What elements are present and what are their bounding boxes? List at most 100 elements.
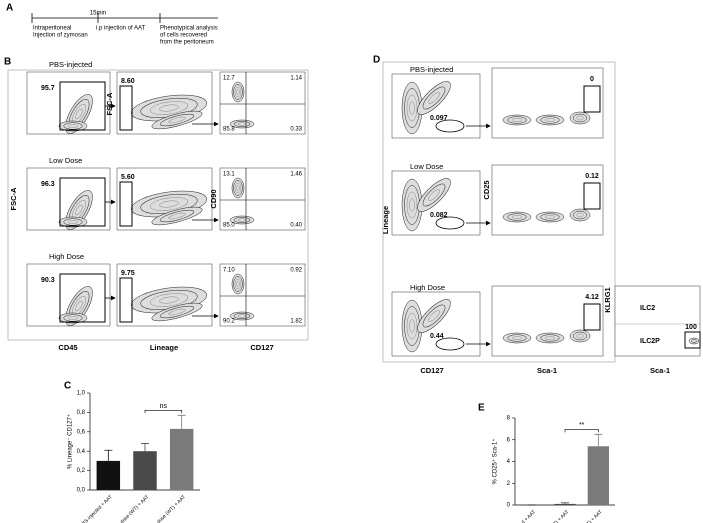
contour (502, 332, 532, 344)
contour (409, 198, 415, 212)
contour (159, 104, 179, 112)
contour (417, 81, 451, 115)
contour (573, 331, 587, 341)
label: 1.82 (290, 319, 302, 325)
contour (512, 118, 522, 122)
contour (236, 89, 240, 95)
label: 0.40 (290, 223, 302, 229)
label: 5.60 (121, 174, 135, 181)
x-tick-label: Low-dose (WT) + AAT (531, 509, 570, 523)
contour (422, 183, 446, 207)
contour (233, 217, 251, 223)
label: PBS-injected (410, 65, 453, 74)
x-tick-label: High-dose (WT) + AAT (564, 509, 604, 523)
label: Phenotypical analysis (160, 26, 218, 32)
error-bar (141, 443, 149, 452)
contour (545, 118, 555, 122)
contour (233, 180, 243, 196)
contour (63, 314, 83, 322)
contour (540, 213, 560, 221)
label: Injection of zymosan (33, 33, 88, 39)
label: 0 (590, 76, 594, 83)
label: 4.12 (585, 294, 599, 301)
gate (435, 119, 465, 133)
label: 0.92 (290, 268, 302, 274)
label: B (4, 57, 11, 68)
contour (231, 273, 245, 295)
label: Intraperitoneal (33, 26, 71, 32)
panel-frame (382, 61, 616, 363)
label: 12.7 (223, 76, 235, 82)
label: FSC-A (105, 92, 114, 115)
contour (573, 113, 587, 123)
label: 100 (685, 324, 697, 331)
contour (691, 339, 697, 343)
label: PBS-injected (49, 60, 92, 69)
gate (583, 85, 601, 113)
label: Sca-1 (537, 366, 557, 375)
bar (554, 503, 576, 505)
label: from the peritoneum (160, 40, 214, 46)
error-bar (594, 433, 603, 447)
contour (63, 218, 83, 226)
contour (406, 191, 418, 219)
gate (583, 303, 601, 331)
label: 13.1 (223, 172, 235, 178)
label: 0.12 (585, 173, 599, 180)
gate (435, 337, 465, 351)
contour (151, 110, 203, 130)
contour (576, 333, 584, 339)
contour (409, 101, 415, 115)
contour (236, 185, 240, 191)
contour (545, 336, 555, 340)
gate (435, 216, 465, 230)
significance-label: ** (579, 422, 585, 429)
y-axis-label: % CD25⁺ Sca-1⁺ (492, 438, 499, 484)
label: 0.082 (430, 212, 448, 219)
label: 1.14 (290, 76, 302, 82)
contour (168, 212, 186, 220)
contour (507, 116, 527, 124)
contour (236, 281, 240, 287)
gate (583, 182, 601, 210)
contour (428, 310, 440, 322)
label: D (373, 55, 380, 66)
contour (159, 200, 179, 208)
label: High Dose (410, 283, 445, 292)
contour (75, 300, 83, 312)
contour (422, 86, 446, 110)
label: 9.75 (121, 270, 135, 277)
error-bar (177, 414, 186, 429)
contour (75, 204, 83, 216)
contour (233, 276, 243, 292)
significance-label: ns (160, 403, 168, 410)
bar (169, 428, 194, 490)
label: of cells recovered (160, 33, 207, 39)
label: A (6, 3, 13, 14)
gate (119, 277, 133, 323)
y-tick-label: 1,0 (77, 391, 86, 397)
label: CD45 (58, 343, 77, 352)
contour (428, 189, 440, 201)
bar (587, 446, 609, 505)
contour (149, 293, 189, 307)
contour (502, 211, 532, 223)
y-tick-label: 0 (507, 503, 511, 509)
label: 7.10 (223, 268, 235, 274)
contour (68, 124, 78, 128)
contour (576, 115, 584, 121)
contour (417, 299, 451, 333)
contour (409, 319, 415, 333)
contour (58, 216, 88, 228)
y-tick-label: 2 (507, 481, 511, 487)
label: FSC-A (9, 187, 18, 210)
contour (406, 94, 418, 122)
contour (234, 182, 242, 194)
y-axis-label: % Lineage⁻ CD127⁺ (67, 414, 74, 469)
x-tick-label: Low-dose (WT) + AAT (111, 494, 150, 523)
contour (512, 215, 522, 219)
contour (540, 116, 560, 124)
label: Low Dose (49, 156, 82, 165)
label: ILC2P (640, 338, 660, 345)
contour (233, 313, 251, 319)
